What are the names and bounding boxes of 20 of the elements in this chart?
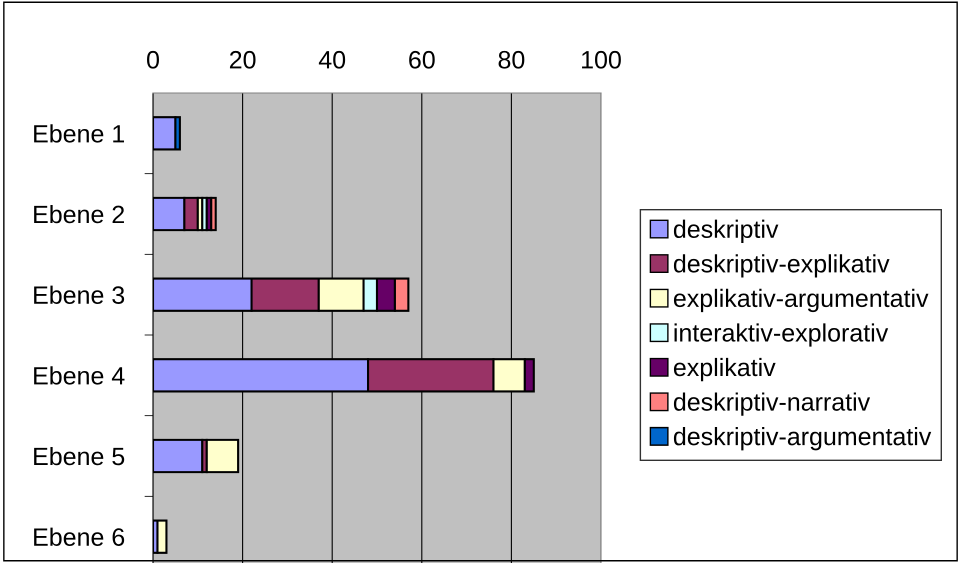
legend-label: explikativ-argumentativ <box>674 288 928 312</box>
y-tick-label: Ebene 4 <box>34 366 124 385</box>
x-tick-label: 80 <box>498 50 524 69</box>
y-tick-label: Ebene 5 <box>34 446 124 466</box>
legend-label: deskriptiv <box>674 220 778 243</box>
y-tick-label: Ebene 3 <box>34 286 124 304</box>
y-tick-label: Ebene 1 <box>34 124 124 143</box>
x-tick-label: 20 <box>230 50 256 69</box>
legend-label: explikativ <box>674 358 776 382</box>
x-tick-label: 60 <box>409 50 435 69</box>
legend-label: deskriptiv-explikativ <box>674 254 890 278</box>
x-tick-label: 0 <box>147 50 159 69</box>
y-tick-label: Ebene 2 <box>34 204 124 224</box>
y-tick-label: Ebene 6 <box>34 528 124 546</box>
legend-label: deskriptiv-argumentativ <box>674 427 932 450</box>
x-tick-label: 40 <box>318 50 346 69</box>
legend-label: deskriptiv-narrativ <box>674 392 870 416</box>
x-tick-label: 100 <box>582 50 621 69</box>
bar <box>156 519 168 554</box>
legend-label: interaktiv-explorativ <box>674 323 888 347</box>
